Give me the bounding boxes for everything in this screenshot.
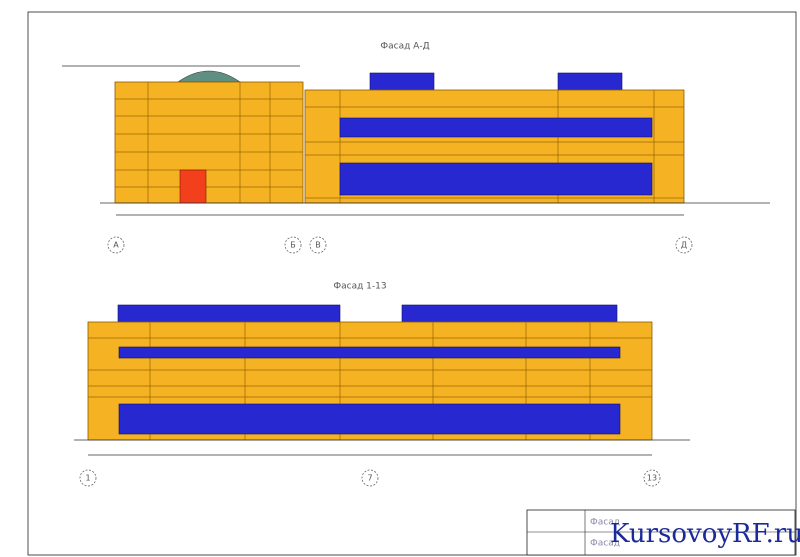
- facade-title: Фасад А-Д: [380, 42, 429, 52]
- axis-label: В: [315, 241, 321, 250]
- frame: [27, 11, 797, 556]
- facade-bottom: Фасад 1-13 1 7 13: [74, 282, 690, 487]
- facade-top: Фасад А-Д А Б В Д: [62, 42, 770, 254]
- axis-label: Б: [290, 241, 296, 250]
- axis-label: 1: [85, 474, 90, 483]
- watermark: KursovoyRF.ru: [610, 519, 800, 549]
- axis-label: 13: [647, 474, 657, 483]
- axis-label: А: [113, 241, 119, 250]
- title-block: Фасад Фасад KursovoyRF.ru: [526, 509, 800, 556]
- axis-label: 7: [367, 474, 372, 483]
- sheet-subtitle: Фасад: [590, 539, 620, 549]
- sheet-title: Фасад: [590, 518, 620, 528]
- axis-label: Д: [681, 241, 687, 250]
- facade-title: Фасад 1-13: [333, 282, 386, 292]
